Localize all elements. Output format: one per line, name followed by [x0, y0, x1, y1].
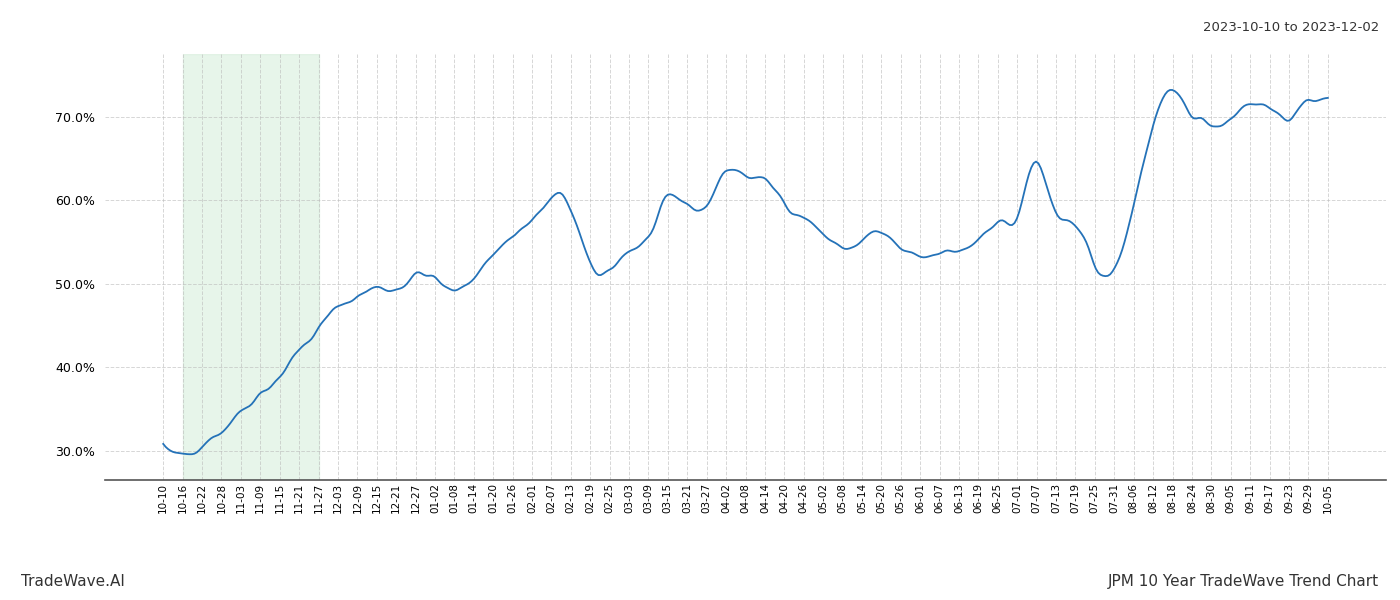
Bar: [182, 54, 319, 480]
Text: TradeWave.AI: TradeWave.AI: [21, 574, 125, 589]
Text: JPM 10 Year TradeWave Trend Chart: JPM 10 Year TradeWave Trend Chart: [1107, 574, 1379, 589]
Text: 2023-10-10 to 2023-12-02: 2023-10-10 to 2023-12-02: [1203, 21, 1379, 34]
